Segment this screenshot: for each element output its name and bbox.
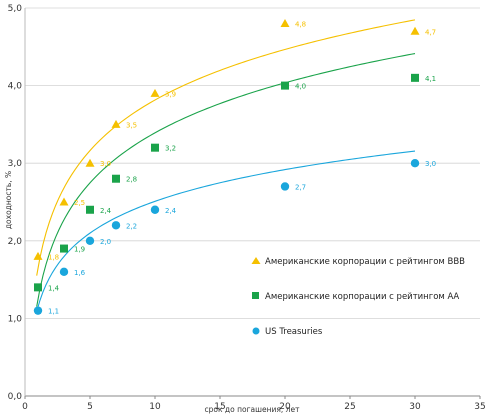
point-bbb <box>150 88 160 97</box>
data-label-treasuries: 2,7 <box>295 183 306 191</box>
y-tick-label: 4,0 <box>8 82 23 92</box>
point-bbb <box>33 251 43 260</box>
x-tick-label: 20 <box>279 402 291 412</box>
data-labels: 1,8 2,5 3,0 3,5 3,9 4,8 4,7 1,4 1,9 2,4 2,8 3,2 4,0 4… <box>48 21 436 316</box>
y-tick-label: 1,0 <box>8 314 23 324</box>
x-tick-label: 0 <box>22 402 28 412</box>
trend-line-treasuries <box>36 150 416 312</box>
legend-treasuries-circle-icon <box>252 327 260 335</box>
legend-item-treasuries: US Treasuries <box>252 327 323 337</box>
legend-bbb-triangle-icon <box>251 257 261 264</box>
data-label-bbb: 4,8 <box>295 21 306 29</box>
data-label-aa: 2,8 <box>126 176 137 184</box>
x-tick-label: 15 <box>214 402 225 412</box>
y-tick-label: 2,0 <box>8 237 23 247</box>
x-tick-label: 10 <box>149 402 161 412</box>
data-markers <box>33 19 420 315</box>
y-axis-title: доходность, % <box>4 171 13 229</box>
data-label-bbb: 1,8 <box>48 253 59 261</box>
point-aa <box>34 283 42 292</box>
point-bbb <box>280 19 290 28</box>
data-label-aa: 4,1 <box>425 75 436 83</box>
data-label-aa: 1,4 <box>48 284 60 292</box>
x-tick-label: 35 <box>474 402 485 412</box>
legend-treasuries-label: US Treasuries <box>265 327 323 337</box>
point-aa <box>60 244 68 253</box>
y-tick-label: 3,0 <box>8 159 23 169</box>
point-treasuries <box>85 236 95 245</box>
data-label-treasuries: 3,0 <box>425 160 436 168</box>
point-aa <box>281 81 289 90</box>
x-tick-labels: 0 5 10 15 20 25 30 35 <box>22 396 486 412</box>
point-treasuries <box>59 267 69 277</box>
data-label-bbb: 3,5 <box>126 121 137 129</box>
legend-bbb-label: Американские корпорации с рейтингом BBB <box>265 257 465 267</box>
data-label-treasuries: 2,0 <box>100 238 111 246</box>
y-tick-labels: 0,0 1,0 2,0 3,0 4,0 5,0 <box>8 4 23 402</box>
data-label-treasuries: 2,2 <box>126 222 137 230</box>
point-aa <box>151 143 159 152</box>
point-bbb <box>59 197 69 206</box>
point-treasuries <box>410 159 420 168</box>
data-label-aa: 3,2 <box>165 145 176 153</box>
grid <box>25 7 480 319</box>
data-label-aa: 4,0 <box>295 83 306 91</box>
trend-lines <box>36 19 416 312</box>
legend-item-aa: Американские корпорации с рейтингом АА <box>252 292 459 302</box>
data-label-bbb: 3,9 <box>165 90 176 98</box>
point-aa <box>411 73 419 82</box>
point-aa <box>112 174 120 183</box>
point-bbb <box>111 119 121 128</box>
y-tick-label: 0,0 <box>8 392 23 402</box>
legend-item-bbb: Американские корпорации с рейтингом BBB <box>251 257 465 267</box>
data-label-treasuries: 1,1 <box>48 308 59 316</box>
legend: Американские корпорации с рейтингом BBB … <box>251 257 465 337</box>
data-label-aa: 1,9 <box>74 246 85 254</box>
axes <box>24 8 480 397</box>
data-label-aa: 2,4 <box>100 207 112 215</box>
data-label-treasuries: 2,4 <box>165 207 177 215</box>
x-tick-label: 30 <box>409 402 421 412</box>
trend-line-aa <box>36 52 416 307</box>
point-bbb <box>410 26 420 35</box>
legend-aa-label: Американские корпорации с рейтингом АА <box>265 292 459 302</box>
point-bbb <box>85 158 95 167</box>
data-label-bbb: 4,7 <box>425 28 436 36</box>
point-treasuries <box>33 306 43 315</box>
x-axis-title: срок до погашения, лет <box>205 405 301 414</box>
point-aa <box>86 205 94 214</box>
trend-line-bbb <box>36 19 416 276</box>
data-label-treasuries: 1,6 <box>74 269 86 277</box>
point-treasuries <box>150 205 160 214</box>
x-tick-label: 25 <box>344 402 355 412</box>
data-label-bbb: 3,0 <box>100 160 111 168</box>
data-label-bbb: 2,5 <box>74 199 85 207</box>
y-tick-label: 5,0 <box>8 4 23 14</box>
point-treasuries <box>280 182 290 191</box>
point-treasuries <box>111 221 121 230</box>
x-tick-label: 5 <box>87 402 93 412</box>
legend-aa-square-icon <box>252 292 259 299</box>
